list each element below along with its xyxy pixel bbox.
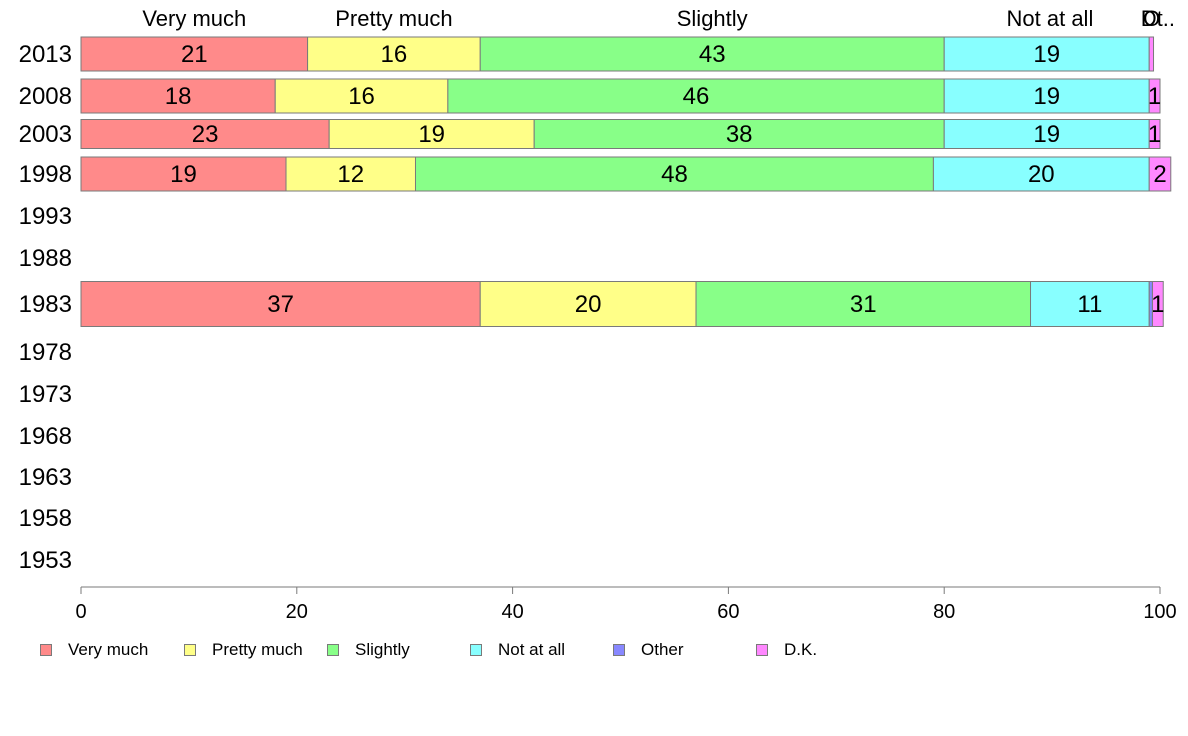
data-label-2008-slightly: 46 [683, 83, 710, 110]
data-label-2013-slightly: 43 [699, 41, 726, 68]
category-label-1993: 1993 [19, 203, 72, 230]
bar-1998-slightly [414, 156, 934, 192]
legend-item-dk: D.K. [756, 640, 817, 660]
top-label-o: O [1143, 6, 1160, 31]
data-label-2008-very-much: 18 [165, 83, 192, 110]
legend-label-pretty-much: Pretty much [212, 640, 303, 659]
legend-swatch-very-much [40, 644, 52, 656]
data-label-2008-not-at-all: 19 [1033, 83, 1060, 110]
x-tick-label-100: 100 [1143, 601, 1176, 623]
bar-2008-very-much [80, 78, 276, 114]
bar-2013-very-much [80, 36, 309, 72]
legend-item-very-much: Very much [40, 640, 148, 660]
x-tick-label-0: 0 [75, 601, 86, 623]
legend: Very much Pretty much Slightly Not at al… [40, 640, 1140, 660]
bar-1998-d-k [1148, 156, 1172, 192]
category-label-1978: 1978 [19, 339, 72, 366]
top-label-dt: Dt.. [1141, 6, 1175, 31]
data-label-2008-pretty-much: 16 [348, 83, 375, 110]
data-label-1998-pretty-much: 12 [337, 161, 364, 188]
bar-2013-slightly [479, 36, 945, 72]
legend-label-not-at-all: Not at all [498, 640, 566, 659]
bar-2003-pretty-much [328, 119, 535, 149]
bar-2008-not-at-all [943, 78, 1150, 114]
data-label-2013-pretty-much: 16 [381, 41, 408, 68]
bar-2003-very-much [80, 119, 330, 149]
category-label-2003: 2003 [19, 121, 72, 148]
category-label-1973: 1973 [19, 381, 72, 408]
category-label-1963: 1963 [19, 464, 72, 491]
bar-1983-not-at-all [1030, 281, 1150, 327]
bar-1983-slightly [695, 281, 1032, 327]
data-label-1998-slightly: 48 [661, 161, 688, 188]
legend-label-other: Other [641, 640, 684, 659]
data-label-2003-pretty-much: 19 [418, 121, 445, 148]
x-tick-label-60: 60 [717, 601, 739, 623]
x-tick-label-80: 80 [933, 601, 955, 623]
bar-1998-not-at-all [932, 156, 1150, 192]
x-tick-label-20: 20 [286, 601, 308, 623]
legend-swatch-not-at-all [470, 644, 482, 656]
bar-1983-d-k [1151, 281, 1164, 327]
category-label-1998: 1998 [19, 161, 72, 188]
x-tick-label-40: 40 [501, 601, 523, 623]
top-label-not-at-all: Not at all [1007, 6, 1094, 31]
bar-2008-slightly [447, 78, 945, 114]
data-label-2003-very-much: 23 [192, 121, 219, 148]
bar-2008-pretty-much [274, 78, 449, 114]
data-label-1998-not-at-all: 20 [1028, 161, 1055, 188]
category-label-1983: 1983 [19, 291, 72, 318]
bar-2013-pretty-much [307, 36, 481, 72]
bar-2013-d-k [1148, 36, 1155, 72]
category-label-1988: 1988 [19, 245, 72, 272]
data-label-2003-not-at-all: 19 [1033, 121, 1060, 148]
category-label-1958: 1958 [19, 505, 72, 532]
data-label-2003-slightly: 38 [726, 121, 753, 148]
legend-item-pretty-much: Pretty much [184, 640, 303, 660]
bar-2003-d-k [1148, 119, 1161, 149]
data-label-1983-very-much: 37 [267, 291, 294, 318]
data-label-2003-d-k: 1 [1148, 121, 1161, 148]
legend-swatch-slightly [327, 644, 339, 656]
top-label-pretty-much: Pretty much [335, 6, 452, 31]
legend-swatch-other [613, 644, 625, 656]
bar-1998-very-much [80, 156, 287, 192]
top-label-very-much: Very much [142, 6, 246, 31]
data-label-1998-d-k: 2 [1153, 161, 1166, 188]
top-label-slightly: Slightly [677, 6, 748, 31]
data-label-2008-d-k: 1 [1148, 83, 1161, 110]
bar-2003-slightly [533, 119, 945, 149]
legend-item-slightly: Slightly [327, 640, 410, 660]
category-label-1968: 1968 [19, 423, 72, 450]
legend-label-slightly: Slightly [355, 640, 410, 659]
legend-item-other: Other [613, 640, 684, 660]
legend-swatch-pretty-much [184, 644, 196, 656]
data-label-2013-not-at-all: 19 [1033, 41, 1060, 68]
category-label-2013: 2013 [19, 41, 72, 68]
data-label-2013-very-much: 21 [181, 41, 208, 68]
data-label-1983-d-k: 1 [1151, 291, 1164, 318]
legend-label-dk: D.K. [784, 640, 818, 659]
legend-label-very-much: Very much [68, 640, 149, 659]
legend-item-not-at-all: Not at all [470, 640, 565, 660]
bar-2003-not-at-all [943, 119, 1150, 149]
category-label-2008: 2008 [19, 83, 72, 110]
legend-swatch-dk [756, 644, 768, 656]
bar-2008-d-k [1148, 78, 1161, 114]
data-label-1998-very-much: 19 [170, 161, 197, 188]
data-label-1983-slightly: 31 [850, 291, 877, 318]
data-label-1983-pretty-much: 20 [575, 291, 602, 318]
bar-1998-pretty-much [285, 156, 416, 192]
data-label-1983-not-at-all: 11 [1077, 291, 1102, 318]
category-label-1953: 1953 [19, 547, 72, 574]
bar-1983-very-much [80, 281, 481, 327]
